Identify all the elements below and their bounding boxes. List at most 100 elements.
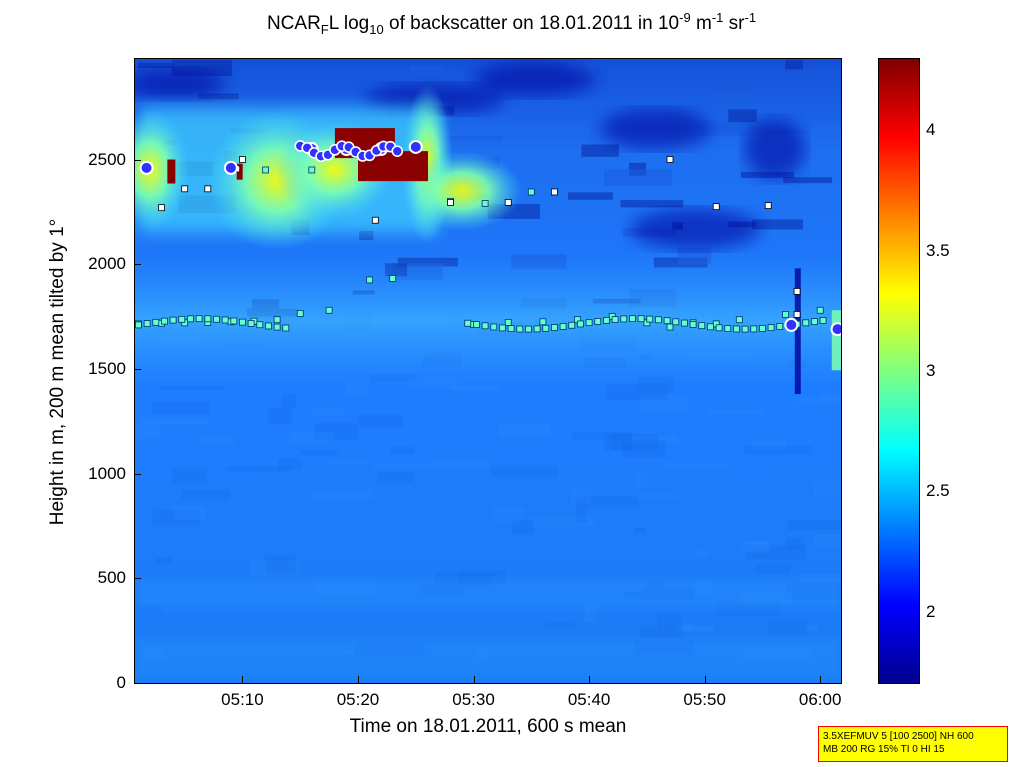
x-tick-label: 06:00 (798, 690, 842, 709)
title-sup: -9 (679, 10, 691, 25)
texture-streak (657, 614, 682, 632)
cyan-marker (637, 315, 645, 323)
colorbar-tick-label: 3 (926, 361, 936, 380)
x-tick-mark (820, 676, 822, 683)
texture-streak (227, 466, 291, 472)
texture-streak (768, 619, 807, 635)
texture-streak (818, 394, 841, 402)
y-tick-mark (134, 683, 141, 684)
texture-streak (181, 489, 230, 500)
texture-streak (612, 433, 632, 451)
texture-streak (664, 462, 727, 470)
cyan-marker (539, 318, 547, 326)
x-tick-mark (358, 676, 359, 683)
white-marker (666, 156, 674, 163)
y-tick-label: 2500 (88, 149, 126, 169)
cyan-marker (715, 324, 723, 332)
saturated-block (410, 146, 419, 177)
x-tick-label: 05:40 (567, 690, 611, 709)
texture-streak (409, 66, 444, 77)
texture-streak (199, 434, 234, 446)
white-marker (504, 199, 512, 206)
cyan-marker (308, 166, 316, 174)
cyan-marker (666, 323, 674, 331)
texture-streak (377, 472, 414, 483)
info-line-1: 3.5XEFMUV 5 [100 2500] NH 600 (823, 731, 974, 742)
texture-streak (267, 408, 292, 425)
texture-streak (174, 506, 206, 520)
light-band (135, 579, 841, 609)
texture-streak (638, 395, 688, 413)
title-sub-10: 10 (369, 22, 384, 37)
texture-streak (740, 541, 770, 552)
cyan-marker (585, 319, 593, 327)
x-tick-mark (589, 676, 591, 683)
texture-streak (545, 622, 575, 628)
cyan-marker (559, 323, 567, 330)
cyan-marker (178, 315, 186, 323)
texture-streak (442, 136, 503, 141)
cyan-marker (525, 325, 532, 333)
texture-streak (572, 432, 632, 440)
texture-streak (746, 541, 769, 554)
texture-streak (498, 423, 550, 437)
texture-streak (677, 624, 692, 631)
texture-streak (603, 169, 673, 186)
dark-column (794, 268, 801, 395)
cyan-marker (603, 316, 610, 324)
texture-streak (783, 177, 833, 184)
cyan-marker (759, 325, 766, 332)
y-tick-mark (134, 368, 141, 370)
texture-streak (282, 393, 296, 409)
cyan-marker (161, 317, 168, 325)
cyan-marker (663, 317, 671, 325)
texture-streak (634, 472, 649, 487)
cyan-marker (620, 315, 628, 323)
cyan-marker (655, 316, 662, 324)
cyan-marker (698, 322, 706, 330)
white-marker (371, 216, 379, 224)
cyan-marker (187, 315, 194, 323)
x-tick-mark (704, 676, 706, 683)
texture-streak (152, 510, 199, 525)
texture-streak (277, 459, 303, 470)
colorbar-gradient (879, 59, 919, 683)
colorbar-tick-label: 2 (926, 601, 936, 621)
texture-streak (814, 533, 841, 546)
cyan-marker (568, 321, 576, 329)
texture-streak (433, 458, 490, 468)
cyan-marker (802, 319, 810, 327)
white-marker (158, 204, 165, 212)
x-tick-label: 05:50 (683, 690, 726, 709)
texture-streak (703, 121, 769, 133)
colorbar (878, 58, 920, 684)
title-sub-f: F (320, 22, 329, 37)
dark-region (630, 209, 760, 249)
cyan-marker (733, 325, 740, 333)
texture-streak (746, 544, 806, 560)
texture-streak (136, 424, 161, 440)
x-axis-label: Time on 18.01.2011, 600 s mean (349, 716, 627, 737)
cyan-marker (135, 321, 142, 329)
texture-streak (528, 516, 596, 528)
cyan-marker (213, 315, 220, 323)
texture-streak (289, 432, 334, 443)
texture-streak (301, 449, 338, 456)
cyan-marker (776, 323, 784, 331)
y-tick-label: 1000 (88, 463, 126, 483)
texture-streak (358, 414, 403, 428)
saturated-block (167, 159, 176, 184)
texture-streak (373, 463, 437, 470)
cyan-marker (464, 319, 472, 327)
texture-streak (728, 109, 757, 123)
texture-streak (575, 495, 639, 508)
x-tick-label: 05:10 (221, 690, 264, 709)
texture-streak (630, 493, 677, 500)
cloud-base-marker (223, 160, 238, 175)
white-marker (793, 288, 801, 295)
texture-streak (656, 625, 714, 633)
cyan-marker (724, 325, 732, 332)
x-tick-mark (473, 676, 475, 683)
cyan-marker (273, 316, 281, 324)
white-marker (447, 199, 454, 206)
